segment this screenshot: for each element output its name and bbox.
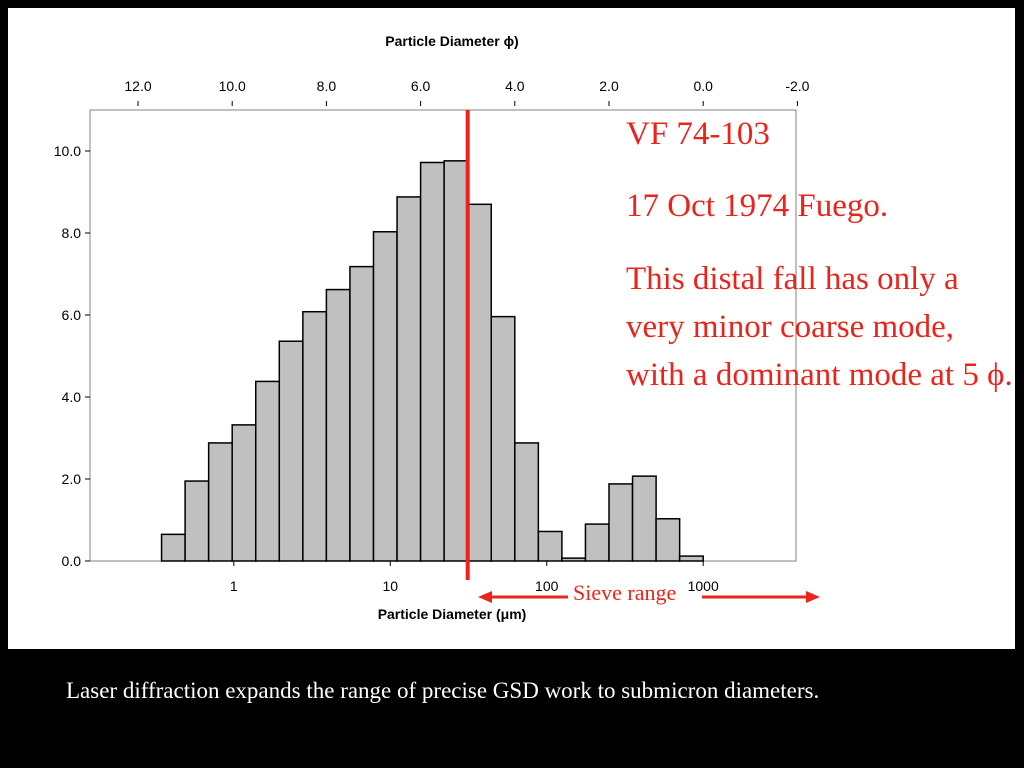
- histogram-bar: [325, 288, 351, 562]
- histogram-bar: [608, 483, 634, 562]
- y-tick-label: 2.0: [62, 471, 82, 487]
- top-axis-tick-label: 6.0: [411, 78, 431, 94]
- histogram-bar: [490, 315, 516, 562]
- histogram-bar: [231, 424, 257, 562]
- y-tick-label: 4.0: [62, 389, 82, 405]
- histogram-bar: [631, 475, 657, 562]
- bottom-axis-tick-label: 1: [230, 578, 238, 594]
- histogram-bar: [302, 310, 328, 562]
- y-tick-label: 10.0: [54, 143, 81, 159]
- histogram-bar: [419, 161, 445, 562]
- histogram-bar: [184, 480, 210, 562]
- histogram-bar: [255, 380, 281, 562]
- histogram-bar: [466, 203, 493, 562]
- top-axis-tick-label: 2.0: [599, 78, 619, 94]
- bottom-axis-title: Particle Diameter (μm): [378, 606, 527, 622]
- top-axis-tick-label: -2.0: [785, 78, 809, 94]
- bottom-axis-tick-label: 10: [382, 578, 398, 594]
- histogram-bar: [678, 555, 704, 562]
- y-tick-label: 0.0: [62, 553, 82, 569]
- histogram-bar: [278, 340, 304, 562]
- y-tick-label: 6.0: [62, 307, 82, 323]
- histogram-bar: [160, 533, 186, 562]
- histogram-bar: [396, 196, 422, 562]
- histogram-bar: [349, 265, 375, 562]
- bottom-axis-tick-label: 1000: [688, 578, 719, 594]
- sieve-arrow-right-head: [806, 591, 820, 603]
- histogram-bar: [514, 442, 540, 562]
- sieve-range-label: Sieve range: [570, 580, 680, 606]
- top-axis-tick-label: 10.0: [219, 78, 246, 94]
- histogram-bar: [584, 523, 610, 562]
- slide-caption: Laser diffraction expands the range of p…: [66, 678, 820, 703]
- top-axis-tick-label: 0.0: [693, 78, 713, 94]
- top-axis-tick-label: 4.0: [505, 78, 525, 94]
- sample-date-label: 17 Oct 1974 Fuego.: [626, 188, 889, 224]
- histogram-bar: [443, 160, 469, 562]
- top-axis-title: Particle Diameter ϕ): [385, 33, 518, 49]
- histogram-bar: [655, 518, 681, 562]
- bottom-axis-tick-label: 100: [535, 578, 559, 594]
- top-axis-tick-label: 12.0: [124, 78, 151, 94]
- top-axis-tick-label: 8.0: [317, 78, 337, 94]
- sieve-arrow-left-head: [478, 591, 492, 603]
- histogram-bar: [537, 530, 563, 562]
- sample-id-label: VF 74-103: [626, 116, 770, 152]
- histogram-bar: [561, 557, 587, 562]
- histogram-bar: [207, 442, 233, 562]
- description-text: This distal fall has only a very minor c…: [626, 261, 1013, 393]
- y-tick-label: 8.0: [62, 225, 82, 241]
- histogram-bar: [372, 231, 398, 562]
